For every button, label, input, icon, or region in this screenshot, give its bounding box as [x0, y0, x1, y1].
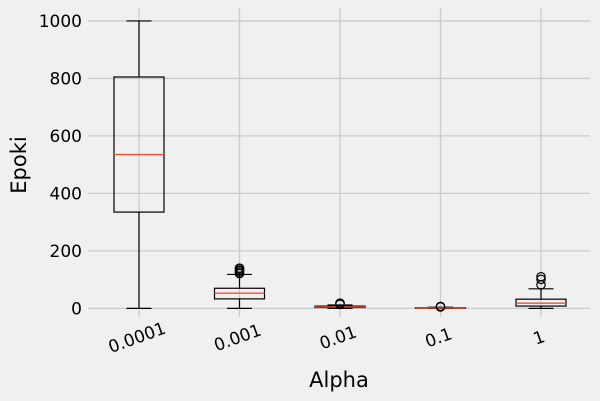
- y-tick-label: 1000: [39, 12, 82, 32]
- x-tick-label: 0.01: [317, 322, 359, 354]
- y-tick-label: 600: [50, 127, 82, 147]
- box-group: [314, 298, 366, 310]
- boxes: [113, 20, 567, 312]
- x-tick-label: 0.1: [423, 324, 455, 352]
- box-group: [113, 20, 165, 309]
- grid: [88, 8, 590, 317]
- y-axis-label: Epoki: [7, 136, 31, 193]
- y-tick-label: 200: [50, 242, 82, 262]
- y-tick-label: 800: [50, 69, 82, 89]
- x-tick-label: 0.001: [212, 321, 265, 356]
- y-tick-label: 400: [50, 184, 82, 204]
- box-group: [515, 271, 567, 309]
- x-axis-label: Alpha: [309, 368, 369, 392]
- x-ticks: 0.0001 0.001 0.01 0.1 1: [106, 319, 548, 358]
- x-tick-label: 1: [531, 327, 548, 349]
- y-ticks: 0 200 400 600 800 1000: [39, 12, 82, 319]
- box-group: [213, 263, 266, 309]
- outlier-point: [536, 271, 546, 282]
- y-tick-label: 0: [71, 299, 82, 319]
- iqr-box: [113, 76, 165, 213]
- outlier-point: [335, 298, 345, 309]
- outlier-point: [234, 263, 245, 273]
- outlier-point: [435, 301, 446, 312]
- box-group: [414, 301, 467, 312]
- outlier-point: [536, 274, 546, 285]
- x-tick-label: 0.0001: [106, 319, 169, 358]
